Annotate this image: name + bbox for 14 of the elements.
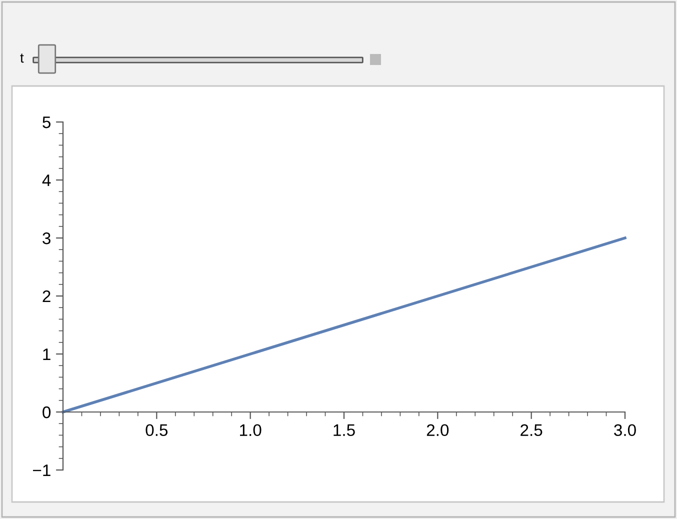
y-tick-label: 4 xyxy=(42,174,51,186)
y-tick-label: −1 xyxy=(33,464,50,476)
y-tick-label: 5 xyxy=(42,116,50,128)
x-tick-label: 0.5 xyxy=(146,424,168,436)
x-tick-label: 1.5 xyxy=(334,424,355,436)
y-tick-label: 3 xyxy=(42,232,50,244)
y-tick-label: 0 xyxy=(42,406,51,418)
x-tick-label: 2.0 xyxy=(426,424,449,436)
x-tick-label: 3.0 xyxy=(614,424,636,436)
y-tick-label: 1 xyxy=(43,348,50,360)
text: t xyxy=(20,54,24,63)
x-tick-label: 2.5 xyxy=(520,424,542,436)
y-tick-label: 2 xyxy=(42,290,50,302)
x-tick-label: 1.0 xyxy=(240,424,262,436)
